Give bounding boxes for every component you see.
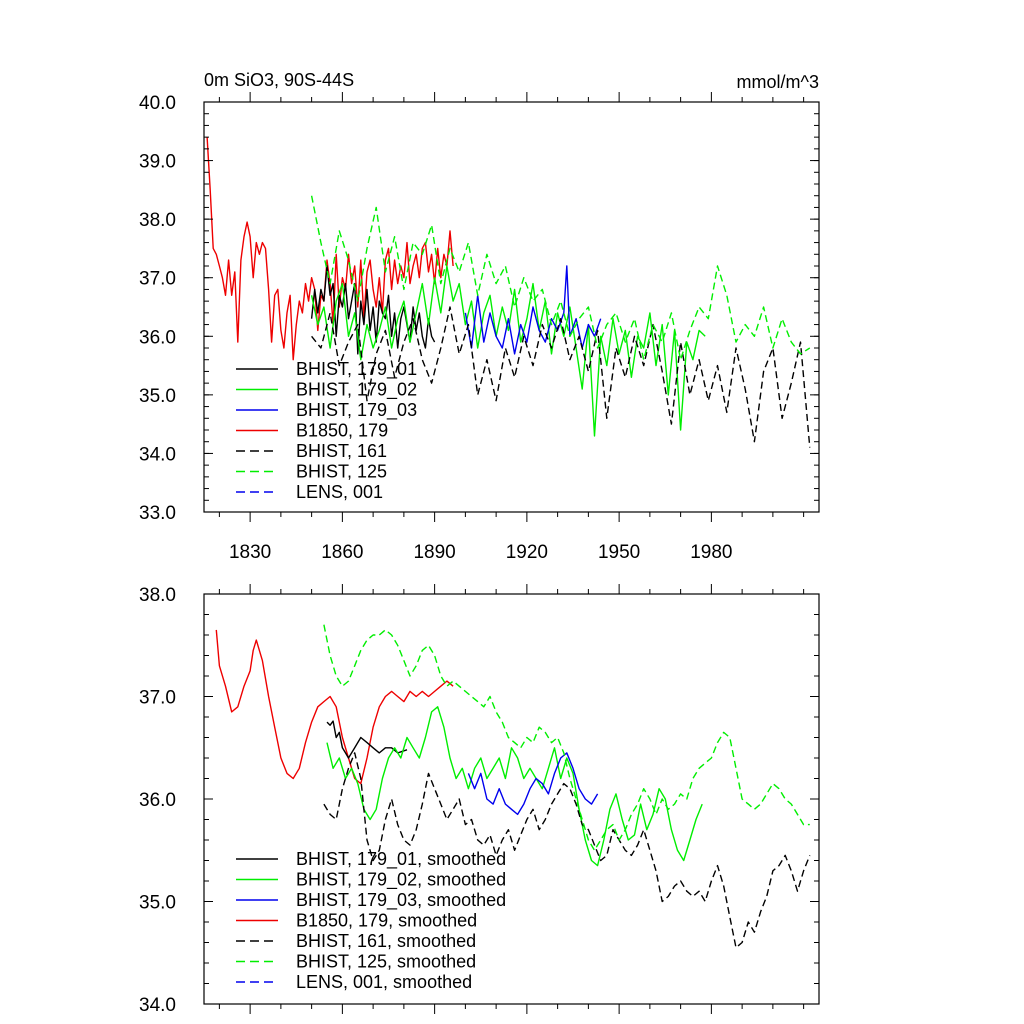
top-legend-label: BHIST, 179_01 bbox=[296, 359, 417, 380]
bottom-series-line-2 bbox=[326, 706, 703, 867]
bottom-legend-label: BHIST, 125, smoothed bbox=[296, 952, 476, 972]
top-panel: 0m SiO3, 90S-44S mmol/m^3 33.0 34.0 35.0 36… bbox=[139, 70, 820, 563]
top-legend-label: BHIST, 125 bbox=[296, 462, 387, 482]
top-series-line-4 bbox=[311, 306, 811, 448]
top-legend-label: BHIST, 179_03 bbox=[296, 400, 417, 421]
top-panel-title: 0m SiO3, 90S-44S bbox=[204, 70, 354, 90]
top-ytick-label: 40.0 bbox=[139, 93, 176, 114]
top-axis-frame bbox=[203, 101, 820, 513]
bottom-legend-label: BHIST, 179_02, smoothed bbox=[296, 870, 506, 891]
bottom-series-line-5 bbox=[323, 624, 810, 851]
bottom-ytick-label: 36.0 bbox=[139, 790, 176, 811]
top-series-line-5 bbox=[310, 195, 811, 361]
top-xtick-label: 1830 bbox=[229, 542, 271, 563]
top-series-group bbox=[206, 137, 811, 448]
bottom-ytick-label: 38.0 bbox=[139, 585, 176, 606]
top-xtick-label: 1980 bbox=[690, 542, 732, 563]
top-legend-label: BHIST, 161 bbox=[296, 441, 387, 461]
top-legend-label: B1850, 179 bbox=[296, 421, 388, 441]
bottom-panel: 34.0 35.0 36.0 37.0 38.0 BHIST, 179_01, smoo… bbox=[139, 584, 820, 1016]
bottom-ytick-label: 34.0 bbox=[139, 995, 176, 1016]
top-panel-units: mmol/m^3 bbox=[737, 72, 819, 92]
bottom-legend-label: BHIST, 179_01, smoothed bbox=[296, 849, 506, 870]
top-axis-ticks: 33.0 34.0 35.0 36.0 37.0 38.0 39.0 40.0 1830 1860… bbox=[139, 92, 819, 563]
top-ytick-label: 39.0 bbox=[139, 152, 176, 173]
bottom-legend-label: BHIST, 179_03, smoothed bbox=[296, 890, 506, 911]
top-series-line-1 bbox=[310, 265, 436, 355]
top-ytick-label: 35.0 bbox=[139, 386, 176, 407]
top-xtick-label: 1890 bbox=[413, 542, 455, 563]
top-series-line-2 bbox=[310, 265, 706, 437]
bottom-axis-ticks: 34.0 35.0 36.0 37.0 38.0 bbox=[139, 584, 819, 1016]
bottom-ytick-label: 37.0 bbox=[139, 688, 176, 709]
bottom-series-line-0 bbox=[215, 629, 454, 785]
bottom-legend-label: LENS, 001, smoothed bbox=[296, 972, 472, 992]
bottom-series-group bbox=[215, 624, 811, 949]
top-ytick-label: 37.0 bbox=[139, 269, 176, 290]
top-legend-label: BHIST, 179_02 bbox=[296, 380, 417, 401]
bottom-ytick-label: 35.0 bbox=[139, 893, 176, 914]
top-ytick-label: 36.0 bbox=[139, 327, 176, 348]
top-xtick-label: 1860 bbox=[321, 542, 363, 563]
top-ytick-label: 33.0 bbox=[139, 503, 176, 524]
bottom-legend-label: BHIST, 161, smoothed bbox=[296, 931, 476, 951]
top-series-line-3 bbox=[464, 265, 602, 355]
top-ytick-label: 34.0 bbox=[139, 444, 176, 465]
bottom-series-line-3 bbox=[467, 752, 599, 816]
bottom-series-line-4 bbox=[323, 752, 811, 949]
top-xtick-label: 1920 bbox=[506, 542, 548, 563]
top-ytick-label: 38.0 bbox=[139, 210, 176, 231]
bottom-series-line-1 bbox=[326, 720, 408, 759]
top-legend-label: LENS, 001 bbox=[296, 482, 383, 502]
top-xtick-label: 1950 bbox=[598, 542, 640, 563]
bottom-legend-label: B1850, 179, smoothed bbox=[296, 911, 477, 931]
bottom-axis-frame bbox=[203, 593, 820, 1005]
